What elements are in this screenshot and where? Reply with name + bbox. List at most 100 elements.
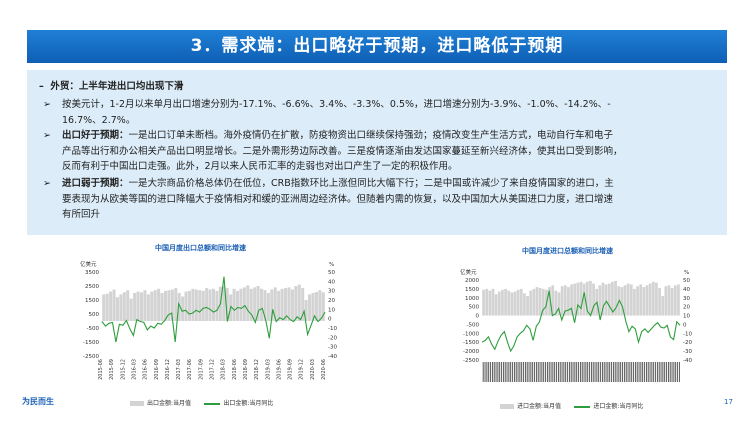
left-tick-label: -1500 — [463, 340, 479, 346]
left-tick-label: 2500 — [85, 284, 99, 290]
bullet-1-line-2: 16.7%、2.7%。 — [62, 114, 136, 126]
bar — [187, 290, 191, 321]
bar — [557, 292, 561, 316]
footer-logo: 为民而生 — [22, 397, 54, 406]
left-tick-label: 2000 — [465, 278, 479, 284]
bar — [280, 288, 284, 321]
right-tick-label: 10 — [683, 314, 690, 320]
x-tick-label: 2016-06 — [143, 359, 149, 380]
x-tick-label: 2016-03 — [131, 359, 137, 380]
right-tick-label: 20 — [683, 305, 690, 311]
x-tick-label: 2015-12 — [120, 359, 126, 380]
bar — [249, 288, 253, 321]
bar — [661, 296, 665, 316]
bar — [504, 288, 507, 316]
bar — [501, 289, 504, 316]
x-tick-label: 2019-03 — [265, 359, 271, 380]
right-tick-label: 50 — [683, 278, 690, 284]
legend-line-swatch-icon — [204, 402, 221, 405]
x-tick-label: 2018-03 — [221, 359, 227, 380]
bar — [510, 292, 514, 316]
bar — [491, 288, 495, 316]
bar — [304, 300, 308, 321]
bar — [482, 289, 485, 316]
bar — [601, 282, 605, 316]
bar — [260, 288, 264, 321]
x-tick-label: 2017-03 — [176, 359, 182, 380]
right-tick-label: -30 — [328, 345, 337, 351]
right-tick-label: -20 — [328, 335, 337, 341]
bar — [308, 294, 312, 321]
bar — [119, 294, 123, 321]
bar — [112, 289, 116, 321]
bar — [115, 297, 119, 321]
x-tick-label: 2017-06 — [187, 359, 193, 380]
left-tick-label: 1500 — [465, 287, 479, 293]
bar — [604, 284, 608, 316]
legend-bar-swatch-icon — [130, 401, 144, 406]
right-tick-label: 0 — [683, 322, 687, 328]
right-axis-unit: % — [329, 262, 334, 268]
bar — [658, 288, 661, 316]
bar — [143, 290, 147, 321]
left-tick-label: 1500 — [85, 298, 99, 304]
legend-bar-label: 出口金额:当月值 — [147, 400, 192, 407]
bar — [494, 294, 498, 316]
bar — [198, 290, 202, 321]
left-axis-unit: 亿美元 — [460, 268, 477, 276]
bar — [311, 293, 315, 321]
bar — [277, 290, 281, 321]
bar — [633, 288, 636, 316]
bar — [523, 293, 526, 316]
bar — [129, 298, 133, 321]
bar — [232, 288, 236, 321]
bar — [167, 290, 171, 321]
bar — [629, 284, 633, 316]
bar — [535, 287, 539, 316]
x-tick-label: 2015-09 — [109, 359, 115, 380]
left-tick-label: -500 — [467, 322, 480, 328]
left-tick-label: -1500 — [83, 340, 99, 346]
bar — [191, 288, 195, 321]
right-tick-label: 0 — [328, 317, 332, 323]
right-tick-label: 40 — [328, 279, 335, 285]
bar — [541, 288, 545, 316]
bar — [246, 285, 250, 321]
bar — [239, 288, 243, 321]
bar — [560, 286, 564, 316]
bar — [301, 288, 305, 321]
bar — [585, 281, 589, 316]
bar — [626, 283, 630, 316]
bar — [318, 290, 322, 321]
bar — [266, 293, 270, 321]
bar — [620, 287, 624, 316]
bar — [222, 286, 226, 321]
bar — [648, 283, 652, 316]
x-tick-label: 2017-09 — [198, 359, 204, 380]
bar — [153, 290, 157, 321]
growth-line — [481, 290, 681, 353]
bar — [177, 293, 181, 321]
x-tick-label: 2019-06 — [276, 359, 282, 380]
bar — [507, 290, 511, 316]
bar — [126, 290, 130, 321]
left-tick-label: 500 — [89, 312, 100, 318]
bar — [263, 290, 267, 321]
bar — [321, 292, 325, 321]
bullet-marker-icon: ➢ — [43, 178, 51, 189]
legend-line-swatch-icon — [574, 405, 591, 408]
x-axis-date-band — [482, 362, 680, 382]
page-number: 17 — [724, 398, 733, 406]
bar — [592, 283, 595, 316]
bar — [287, 287, 291, 321]
bar — [488, 290, 492, 316]
bar — [677, 284, 680, 316]
bar — [664, 286, 668, 316]
slide-title: 3．需求端：出口略好于预期，进口略低于预期 — [27, 30, 727, 63]
bar — [174, 288, 178, 321]
bar — [215, 290, 219, 321]
import-chart: 亿美元 %2000150010005000-500-1000-1500-2000-… — [460, 268, 692, 382]
right-tick-label: -10 — [328, 326, 337, 332]
bar — [201, 290, 205, 321]
growth-line — [101, 276, 326, 343]
